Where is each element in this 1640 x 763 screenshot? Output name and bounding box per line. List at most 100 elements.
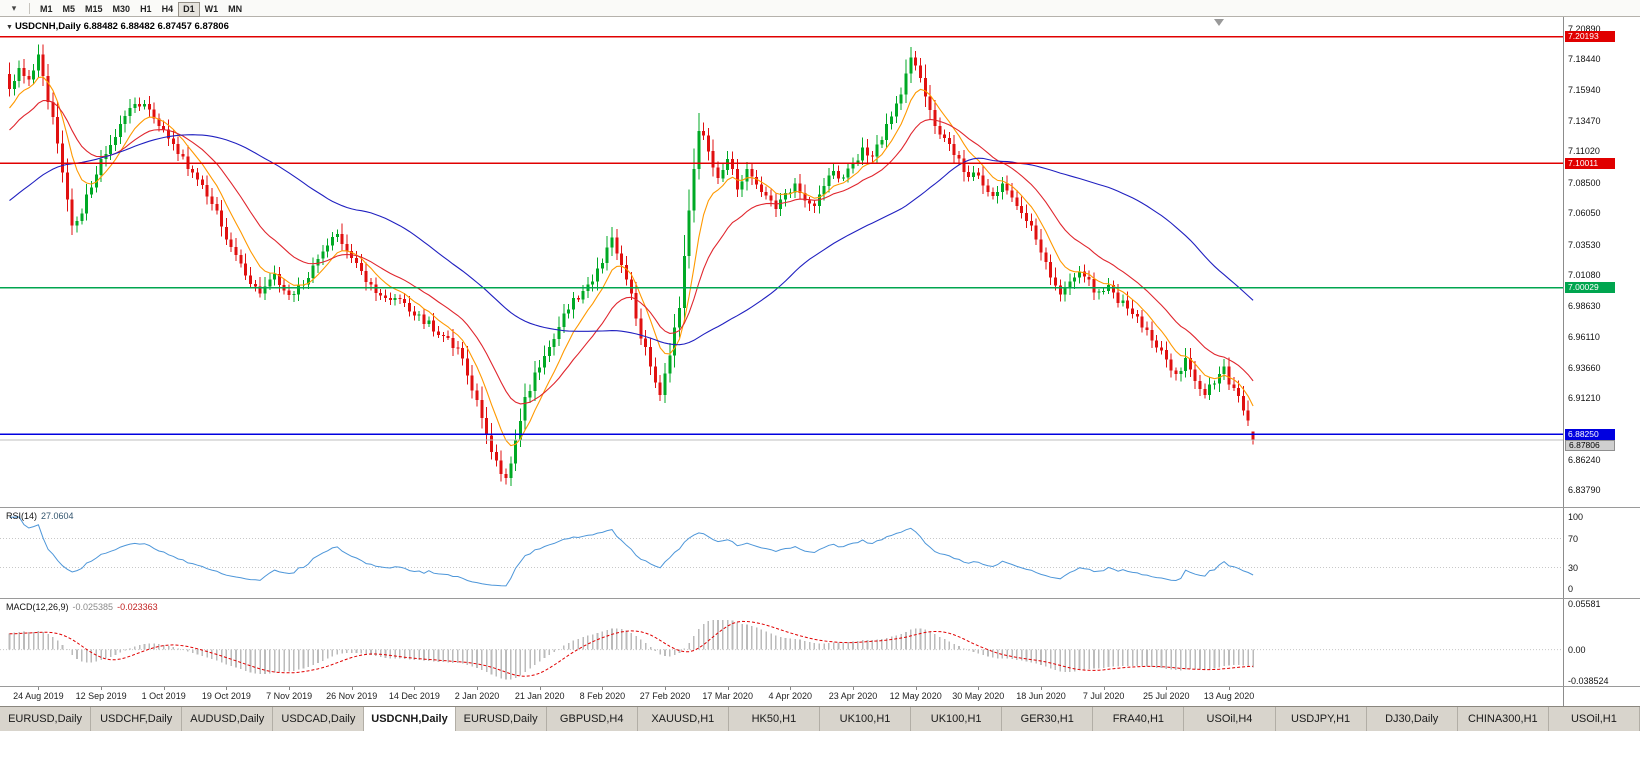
bid-price-badge: 6.87806 (1565, 439, 1615, 451)
macd-histogram (8, 619, 1254, 680)
date-tick (915, 687, 917, 690)
timeframe-buttons-group: M1 M5 M15 M30 H1 H4 D1 W1 MN (35, 0, 247, 17)
date-tick (853, 687, 854, 690)
timeframe-button-m15[interactable]: M15 (80, 2, 108, 17)
price-badge-6.88250: 6.88250 (1565, 428, 1615, 440)
date-label: 18 Jun 2020 (1016, 691, 1066, 701)
price-tick-label: 6.91210 (1568, 393, 1601, 403)
chart-tab-eurusd-daily[interactable]: EURUSD,Daily (0, 707, 92, 731)
date-tick (1041, 687, 1042, 690)
chart-tab-uk100-h1[interactable]: UK100,H1 (911, 707, 1003, 731)
timeframe-button-m5[interactable]: M5 (58, 2, 81, 17)
chart-symbol-label: USDCNH,Daily (14, 21, 81, 32)
chart-shift-marker[interactable] (1214, 19, 1224, 26)
macd-main-value: -0.025385 (72, 602, 114, 612)
price-tick-label: 7.11020 (1568, 146, 1600, 157)
timeframe-button-h4[interactable]: H4 (157, 2, 179, 17)
timeframe-button-h1[interactable]: H1 (135, 2, 157, 17)
chart-tab-usoil-h1[interactable]: USOil,H1 (1548, 707, 1640, 731)
date-label: 1 Oct 2019 (141, 691, 186, 701)
price-badge-7.00029: 7.00029 (1565, 282, 1615, 294)
date-label: 21 Jan 2020 (514, 691, 565, 701)
macd-name: MACD(12,26,9) (6, 602, 69, 612)
price-chart-canvas[interactable] (0, 17, 1563, 507)
timeframe-toolbar: ▾ M1 M5 M15 M30 H1 H4 D1 W1 MN (0, 0, 1640, 17)
date-tick (414, 687, 416, 690)
rsi-value: 27.0604 (41, 511, 74, 521)
date-label: 2 Jan 2020 (454, 691, 500, 701)
chart-tabs-bar: EURUSD,Daily USDCHF,Daily AUDUSD,Daily USDC… (0, 706, 1640, 731)
rsi-panel-canvas[interactable] (0, 508, 1563, 598)
date-label: 24 Aug 2019 (13, 691, 64, 701)
date-tick (1229, 687, 1230, 690)
date-tick (727, 687, 729, 690)
price-tick-label: 6.83790 (1568, 485, 1601, 496)
rsi-name: RSI(14) (6, 511, 38, 521)
date-label: 17 Mar 2020 (702, 691, 753, 701)
price-tick-label: 7.03530 (1568, 239, 1601, 250)
date-label: 25 Jul 2020 (1143, 691, 1190, 701)
price-tick-label: 6.93660 (1568, 362, 1601, 373)
panel-separator[interactable] (0, 507, 1640, 508)
price-tick-label: 7.15940 (1568, 85, 1601, 96)
date-label: 13 Aug 2020 (1203, 691, 1255, 701)
toolbar-separator (29, 2, 30, 14)
macd-signal-value: -0.023363 (117, 602, 158, 612)
rsi-tick-label: 100 (1568, 511, 1584, 522)
chart-tab-audusd-daily[interactable]: AUDUSD,Daily (182, 707, 274, 731)
date-label: 14 Dec 2019 (388, 691, 440, 701)
timeframe-button-d1[interactable]: D1 (178, 2, 200, 17)
date-tick (978, 687, 980, 690)
chart-tab-dj30-daily[interactable]: DJ30,Daily (1366, 707, 1458, 731)
panel-separator (0, 686, 1640, 687)
price-tick-label: 7.08500 (1568, 177, 1601, 188)
date-tick (163, 687, 165, 690)
macd-tick-label: -0.038524 (1568, 676, 1609, 686)
chart-tab-ger30-h1[interactable]: GER30,H1 (1002, 707, 1094, 731)
price-tick-label: 7.20890 (1568, 23, 1601, 34)
macd-tick-label: 0.00 (1568, 644, 1586, 655)
panel-separator[interactable] (0, 598, 1640, 599)
chart-tab-usdjpy-h1[interactable]: USDJPY,H1 (1275, 707, 1367, 731)
chart-ohlc-values: 6.88482 6.88482 6.87457 6.87806 (83, 21, 229, 32)
date-label: 12 Sep 2019 (75, 691, 127, 701)
date-label: 27 Feb 2020 (639, 691, 691, 701)
date-tick (351, 687, 353, 690)
chart-tab-usoil-h4[interactable]: USOil,H4 (1184, 707, 1276, 731)
price-tick-label: 7.13470 (1568, 115, 1601, 126)
chart-tab-usdchf-daily[interactable]: USDCHF,Daily (91, 707, 183, 731)
macd-panel-canvas[interactable] (0, 599, 1563, 686)
chart-tab-uk100-h1[interactable]: UK100,H1 (819, 707, 912, 731)
price-tick-label: 7.06050 (1568, 208, 1601, 219)
date-label: 8 Feb 2020 (579, 691, 626, 701)
chart-tab-china300-h1[interactable]: CHINA300,H1 (1457, 707, 1549, 731)
chart-tab-gbpusd-h4[interactable]: GBPUSD,H4 (546, 707, 638, 731)
timeframe-button-mn[interactable]: MN (223, 2, 247, 17)
chart-tab-hk50-h1[interactable]: HK50,H1 (728, 707, 820, 731)
timeframe-button-w1[interactable]: W1 (200, 2, 224, 17)
date-label: 7 Nov 2019 (266, 691, 313, 701)
chart-tab-eurusd-daily[interactable]: EURUSD,Daily (455, 707, 547, 731)
price-axis[interactable]: 7.20890 7.18440 7.15940 7.13470 7.11020 7.085… (1563, 17, 1640, 706)
chart-tab-xauusd-h1[interactable]: XAUUSD,H1 (637, 707, 729, 731)
timeframe-button-m1[interactable]: M1 (35, 2, 58, 17)
rsi-tick-label: 70 (1568, 533, 1579, 544)
chart-tab-fra40-h1[interactable]: FRA40,H1 (1093, 707, 1185, 731)
timeframe-button-m30[interactable]: M30 (108, 2, 136, 17)
date-label: 4 Apr 2020 (768, 691, 813, 701)
date-label: 30 May 2020 (952, 691, 1005, 701)
price-tick-label: 6.96110 (1568, 332, 1600, 342)
date-tick (790, 687, 792, 690)
date-label: 19 Oct 2019 (201, 691, 251, 701)
price-tick-label: 6.86240 (1568, 454, 1601, 465)
chart-tab-usdcnh-daily[interactable]: USDCNH,Daily (364, 707, 456, 731)
date-tick (289, 687, 291, 690)
symbol-dropdown-icon[interactable]: ▼ (6, 24, 13, 31)
chart-type-dropdown-button[interactable]: ▾ (4, 1, 24, 16)
chart-tab-usdcad-daily[interactable]: USDCAD,Daily (273, 707, 365, 731)
date-axis[interactable]: 24 Aug 2019 12 Sep 2019 1 Oct 2019 19 Oct 2… (0, 687, 1563, 706)
macd-indicator-label: MACD(12,26,9) -0.025385 -0.023363 (6, 602, 158, 612)
date-tick (226, 687, 228, 690)
ma-fast-line (9, 76, 1254, 447)
